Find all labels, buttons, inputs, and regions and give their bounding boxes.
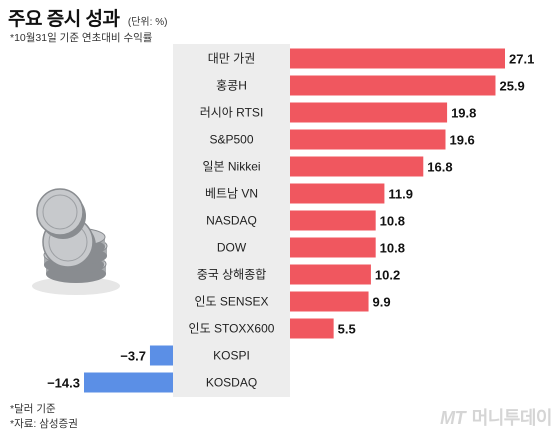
bar xyxy=(290,318,334,339)
bar xyxy=(290,210,376,231)
value-label: 5.5 xyxy=(338,322,356,337)
value-label: −3.7 xyxy=(120,349,146,364)
footnote-source: *자료: 삼성증권 xyxy=(10,418,78,430)
bar xyxy=(290,102,448,123)
value-label: 16.8 xyxy=(427,160,452,175)
category-label: 중국 상해종합 xyxy=(197,268,267,282)
bar xyxy=(84,372,173,393)
category-label: 베트남 VN xyxy=(205,187,258,201)
chart-title: 주요 증시 성과 xyxy=(8,9,120,30)
category-label: NASDAQ xyxy=(206,214,257,228)
publisher-logo-mt: MT xyxy=(440,408,466,428)
publisher-logo: MT 머니투데이 xyxy=(440,404,552,430)
category-label: KOSPI xyxy=(213,349,250,363)
bar xyxy=(290,264,371,285)
value-label: 9.9 xyxy=(373,295,391,310)
value-label: 10.8 xyxy=(380,214,405,229)
category-label: 인도 SENSEX xyxy=(194,295,268,309)
bar xyxy=(290,75,496,96)
value-label: 10.2 xyxy=(375,268,400,283)
bar xyxy=(290,129,446,150)
coin-stack-icon xyxy=(32,188,120,295)
bar xyxy=(290,48,505,69)
category-label: S&P500 xyxy=(209,133,253,147)
category-label: 홍콩H xyxy=(216,79,247,93)
unit-label: (단위: %) xyxy=(127,17,168,28)
value-label: −14.3 xyxy=(47,376,80,391)
value-label: 11.9 xyxy=(388,187,413,202)
category-label: 인도 STOXX600 xyxy=(189,322,275,336)
footnote-basis: *달러 기준 xyxy=(10,403,56,415)
category-label: KOSDAQ xyxy=(206,376,257,390)
category-label: 일본 Nikkei xyxy=(202,160,260,174)
category-label-column xyxy=(173,44,290,397)
bar xyxy=(290,156,424,177)
value-label: 19.6 xyxy=(449,133,474,148)
category-label: DOW xyxy=(217,241,247,255)
bar xyxy=(149,345,173,366)
publisher-logo-name: 머니투데이 xyxy=(471,408,553,428)
value-label: 10.8 xyxy=(380,241,405,256)
category-label: 러시아 RTSI xyxy=(200,106,264,120)
value-label: 19.8 xyxy=(451,106,476,121)
value-label: 25.9 xyxy=(499,79,524,94)
category-label: 대만 가권 xyxy=(208,52,256,66)
bar xyxy=(290,183,385,204)
bar xyxy=(290,291,369,312)
bar xyxy=(290,237,376,258)
chart-subtitle: *10월31일 기준 연초대비 수익률 xyxy=(10,32,153,44)
title-row: 주요 증시 성과 (단위: %) xyxy=(8,4,167,31)
value-label: 27.1 xyxy=(509,52,534,67)
